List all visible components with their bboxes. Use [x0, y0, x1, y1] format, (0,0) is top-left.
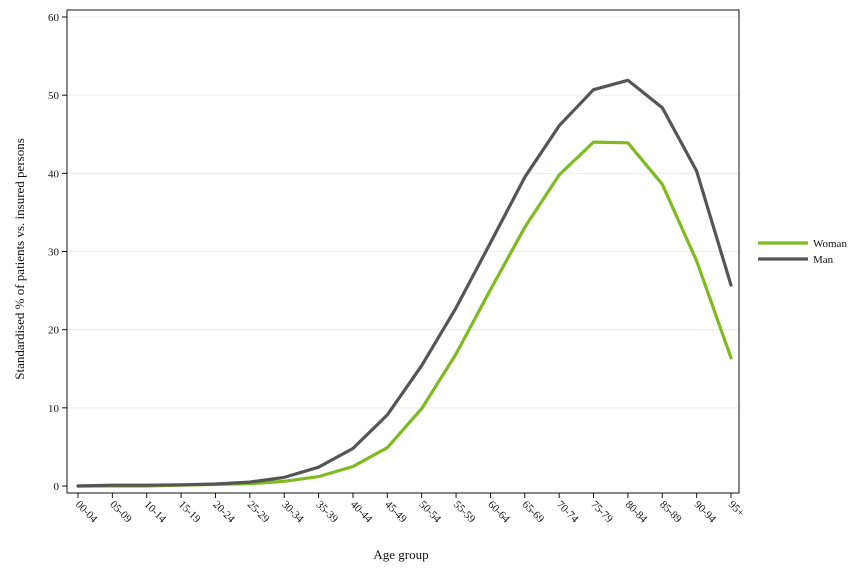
legend-label-man: Man	[813, 254, 834, 266]
y-tick-label: 50	[48, 90, 60, 102]
y-tick-label: 60	[48, 12, 60, 24]
legend-label-woman: Woman	[813, 238, 847, 250]
gridlines	[67, 16, 739, 409]
y-axis-title: Standardised % of patients vs. insured p…	[12, 138, 27, 380]
y-tick-label: 0	[54, 481, 60, 493]
y-tick-label: 20	[48, 325, 60, 337]
y-tick-label: 30	[48, 247, 60, 259]
y-tick-label: 40	[48, 168, 60, 180]
series-line-man	[76, 78, 733, 488]
legend: Woman Man	[758, 238, 847, 266]
series-layer	[76, 78, 733, 488]
x-axis-title: Age group	[373, 547, 428, 562]
y-tick-label: 10	[48, 403, 60, 415]
